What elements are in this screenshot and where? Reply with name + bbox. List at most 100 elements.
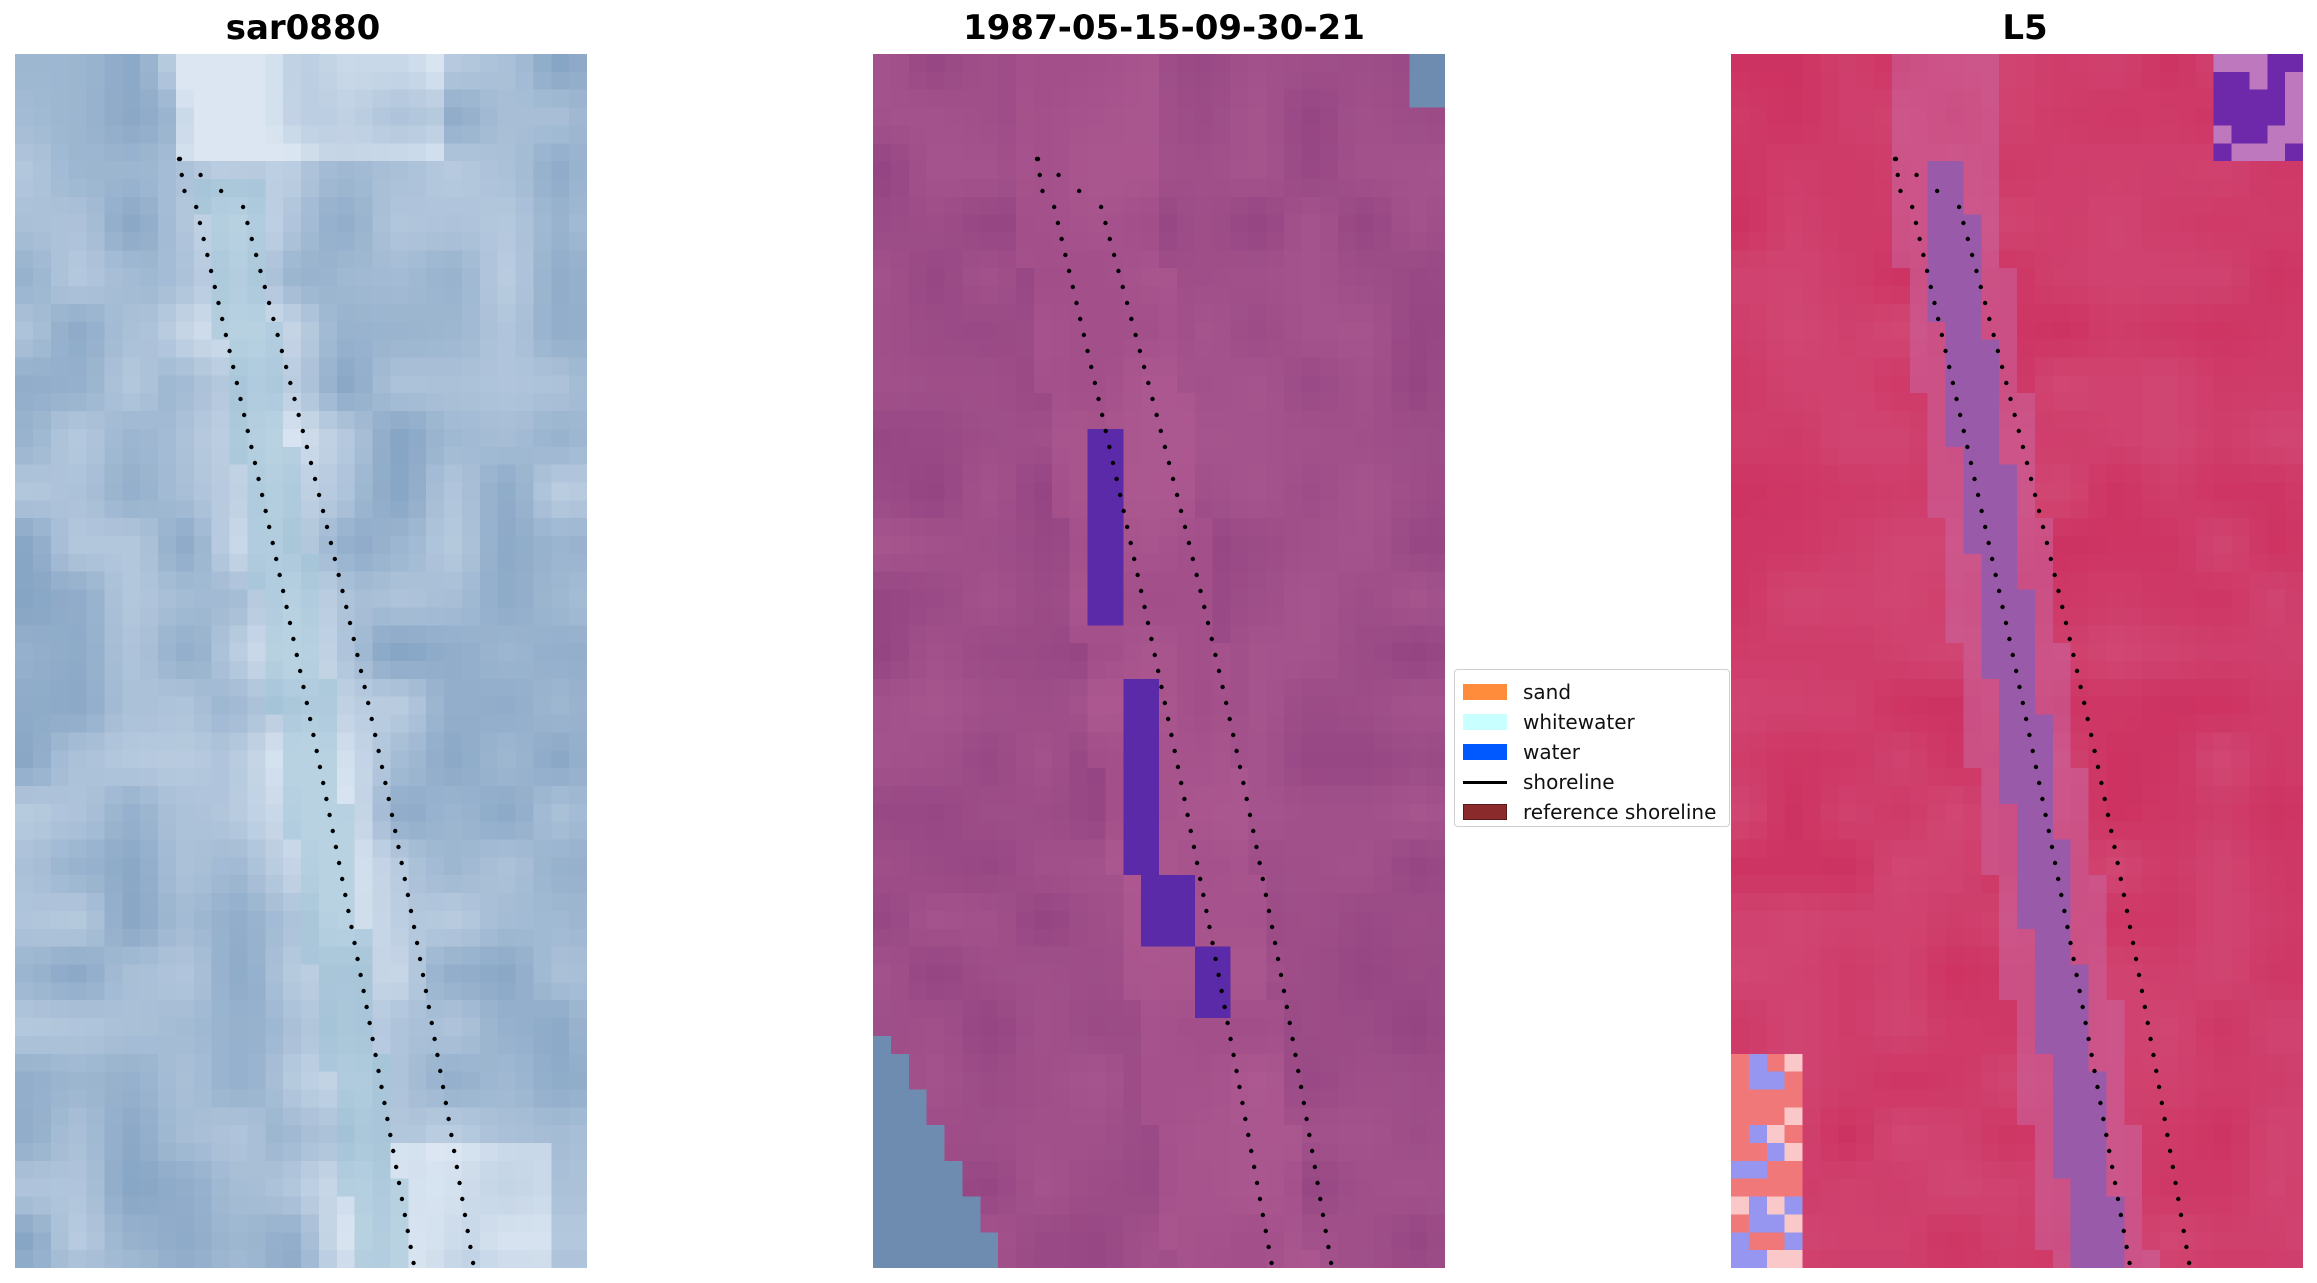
shoreline-dot bbox=[1312, 1164, 1318, 1170]
shoreline-dot bbox=[1170, 476, 1176, 482]
shoreline-dot bbox=[2112, 844, 2117, 850]
shoreline-dot bbox=[2109, 828, 2114, 834]
shoreline-dot bbox=[351, 636, 356, 642]
shoreline-dot bbox=[2068, 940, 2073, 946]
shoreline-dot bbox=[435, 1052, 440, 1058]
shoreline-dot bbox=[245, 220, 250, 226]
shoreline-dot bbox=[1227, 716, 1232, 722]
shoreline-dot bbox=[1098, 204, 1104, 210]
shoreline-dot bbox=[1269, 924, 1275, 930]
shoreline-dot bbox=[358, 972, 363, 978]
shoreline-dot bbox=[423, 988, 429, 994]
shoreline-dot bbox=[1950, 380, 1956, 386]
shoreline-dot bbox=[253, 252, 259, 258]
shoreline-dot bbox=[1070, 284, 1075, 290]
shoreline-dot bbox=[2154, 1068, 2159, 1074]
shoreline-dot bbox=[1107, 236, 1112, 242]
shoreline-dot bbox=[376, 1068, 381, 1074]
shoreline-dot bbox=[1210, 940, 1215, 946]
shoreline-dot bbox=[1234, 748, 1239, 754]
shoreline-dot bbox=[1995, 348, 2001, 354]
panel-classified-image bbox=[873, 54, 1445, 1268]
shoreline-dot bbox=[1175, 764, 1181, 770]
shoreline-dot bbox=[1318, 1196, 1323, 1202]
shoreline-dot bbox=[402, 876, 408, 882]
shoreline-dot bbox=[2142, 1004, 2148, 1010]
shoreline-dot bbox=[1178, 508, 1184, 514]
shoreline-dot bbox=[1066, 268, 1072, 274]
shoreline-dot bbox=[300, 428, 306, 434]
shoreline-dot bbox=[2023, 716, 2029, 722]
shoreline-dot bbox=[297, 668, 303, 674]
shoreline-dot bbox=[2099, 780, 2104, 786]
shoreline-dot bbox=[468, 1244, 473, 1250]
shoreline-dot bbox=[1228, 1036, 1233, 1042]
shoreline-dot bbox=[193, 204, 199, 210]
shoreline-dot bbox=[2007, 636, 2012, 642]
shoreline-dot bbox=[1281, 988, 1287, 994]
shoreline-dot bbox=[1234, 1068, 1239, 1074]
legend-label-sand: sand bbox=[1523, 680, 1572, 704]
shoreline-dot bbox=[411, 924, 417, 930]
shoreline-dot bbox=[1993, 572, 1998, 578]
shoreline-dot bbox=[1197, 876, 1203, 882]
shoreline-dot bbox=[270, 540, 275, 546]
shoreline-dot bbox=[2136, 972, 2142, 978]
shoreline-dot bbox=[1260, 876, 1265, 882]
shoreline-dot bbox=[1263, 892, 1269, 898]
shoreline-dot bbox=[451, 1148, 457, 1154]
shoreline-dot bbox=[1957, 412, 1963, 418]
shoreline-dot bbox=[1991, 332, 1996, 338]
shoreline-dot bbox=[1150, 396, 1155, 402]
shoreline-dot bbox=[2027, 732, 2032, 738]
shoreline-dot bbox=[308, 460, 314, 466]
shoreline-dot bbox=[389, 812, 395, 818]
shoreline-dot bbox=[391, 1148, 396, 1154]
shoreline-dot bbox=[2048, 556, 2054, 562]
shoreline-dot bbox=[2065, 924, 2070, 930]
shoreline-dot bbox=[311, 732, 316, 738]
shoreline-dot bbox=[358, 668, 364, 674]
shoreline-dot bbox=[292, 396, 297, 402]
shoreline-dot bbox=[1166, 460, 1172, 466]
shoreline-dot bbox=[2148, 1036, 2153, 1042]
shoreline-dot bbox=[1141, 364, 1147, 370]
shoreline-dot bbox=[304, 444, 310, 450]
legend-label-shoreline: shoreline bbox=[1523, 770, 1615, 794]
shoreline-dot bbox=[1099, 412, 1105, 418]
shoreline-dot bbox=[1909, 204, 1915, 210]
shoreline-dot bbox=[340, 588, 345, 594]
shoreline-dot bbox=[280, 588, 286, 594]
shoreline-dot bbox=[271, 316, 276, 322]
shoreline-dot bbox=[1247, 812, 1253, 818]
shoreline-dot bbox=[396, 1180, 402, 1186]
shoreline-dot bbox=[1182, 524, 1188, 530]
shoreline-dot bbox=[393, 1164, 399, 1170]
shoreline-dot bbox=[259, 492, 265, 498]
shoreline-dot bbox=[249, 236, 254, 242]
shoreline-dot bbox=[283, 364, 289, 370]
shoreline-dot bbox=[1055, 220, 1061, 226]
shoreline-dot bbox=[2101, 1116, 2106, 1122]
shoreline-dot bbox=[2016, 428, 2022, 434]
shoreline-dot bbox=[1198, 588, 1203, 594]
shoreline-dot bbox=[198, 172, 203, 178]
shoreline-dot bbox=[1956, 204, 1962, 210]
shoreline-dot bbox=[1254, 844, 1259, 850]
shoreline-dot bbox=[2080, 1004, 2085, 1010]
shoreline-dot bbox=[1939, 332, 1945, 338]
shoreline-dot bbox=[1142, 604, 1147, 610]
shoreline-dot bbox=[2020, 700, 2026, 706]
shoreline-dot bbox=[369, 716, 374, 722]
shoreline-dot bbox=[2081, 700, 2087, 706]
shoreline-dot bbox=[314, 748, 319, 754]
shoreline-dot bbox=[1307, 1132, 1312, 1138]
panel-title-rgb: sar0880 bbox=[225, 8, 381, 48]
shoreline-dot bbox=[454, 1164, 460, 1170]
shoreline-dot bbox=[1128, 540, 1133, 546]
shoreline-dot bbox=[2078, 684, 2083, 690]
shoreline-dot bbox=[2055, 876, 2061, 882]
shoreline-dot bbox=[1249, 1148, 1254, 1154]
shoreline-dot bbox=[2017, 684, 2022, 690]
shoreline-dot bbox=[1928, 284, 1933, 290]
